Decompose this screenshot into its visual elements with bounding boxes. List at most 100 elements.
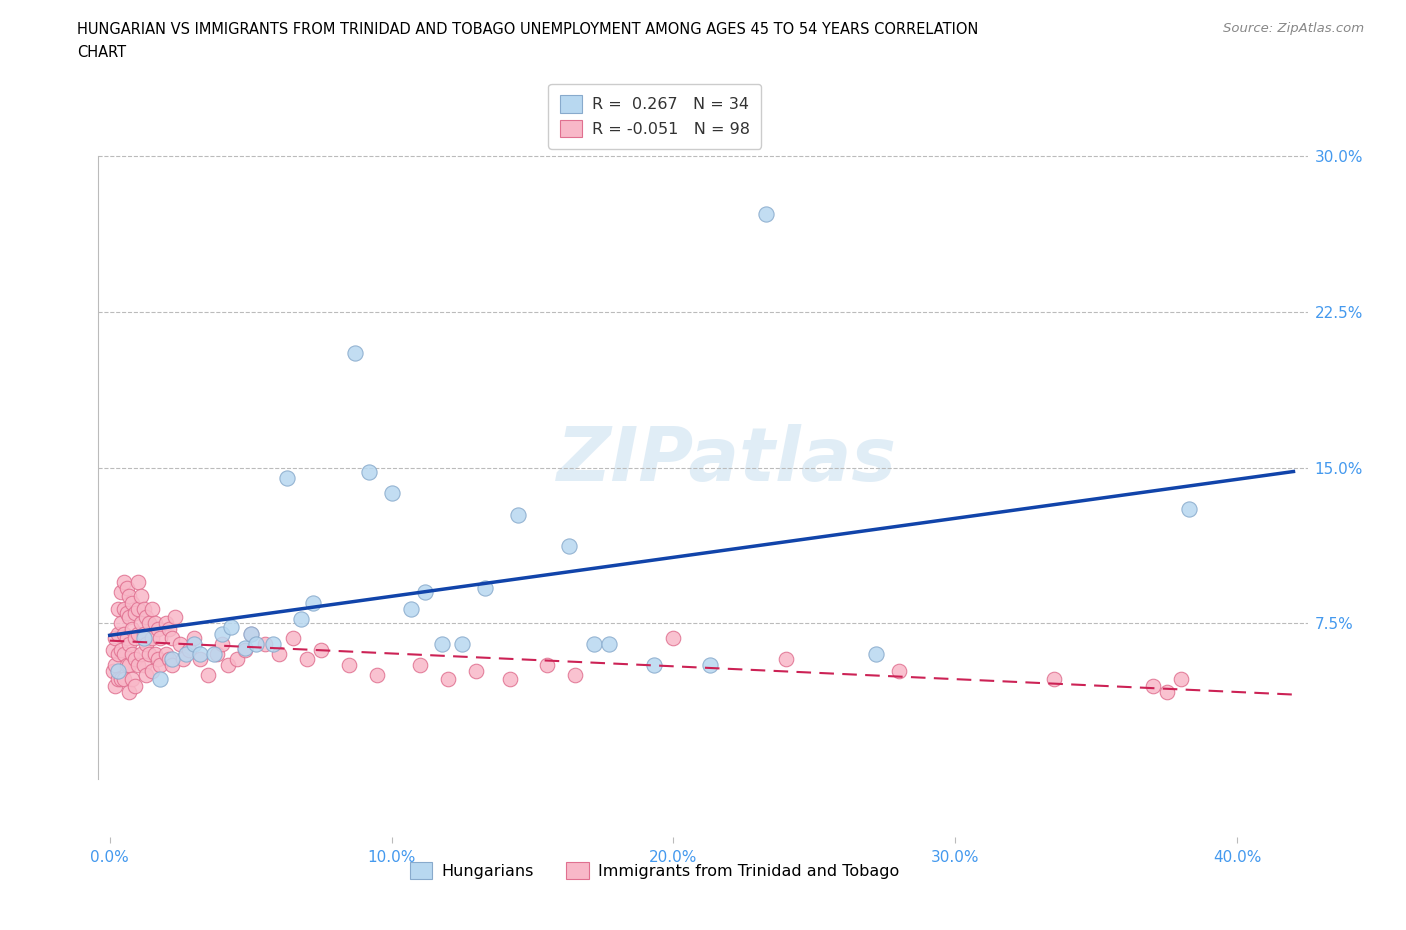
Point [149, 671, 172, 686]
Point [132, 658, 155, 672]
Point [366, 668, 388, 683]
Point [155, 616, 177, 631]
Point [536, 658, 558, 672]
Point [177, 643, 200, 658]
Point [699, 658, 721, 672]
Point [101, 643, 124, 658]
Point [202, 647, 225, 662]
Point [127, 602, 149, 617]
Point [138, 647, 160, 662]
Point [174, 647, 197, 662]
Point [112, 575, 135, 590]
Point [107, 602, 129, 617]
Point [357, 464, 380, 479]
Point [239, 626, 262, 641]
Point [276, 471, 298, 485]
Point [197, 668, 219, 683]
Point [129, 616, 152, 631]
Point [1170, 671, 1192, 686]
Point [437, 671, 460, 686]
Point [143, 647, 166, 662]
Legend: Hungarians, Immigrants from Trinidad and Tobago: Hungarians, Immigrants from Trinidad and… [404, 856, 905, 885]
Point [112, 626, 135, 641]
Point [157, 651, 180, 666]
Point [127, 626, 149, 641]
Point [169, 636, 191, 651]
Point [118, 684, 141, 699]
Point [508, 508, 530, 523]
Point [188, 651, 211, 666]
Point [115, 605, 138, 620]
Point [107, 671, 129, 686]
Point [107, 647, 129, 662]
Point [432, 636, 454, 651]
Point [127, 575, 149, 590]
Point [121, 595, 143, 610]
Point [211, 636, 233, 651]
Point [143, 616, 166, 631]
Point [219, 620, 242, 635]
Point [124, 631, 146, 645]
Point [474, 580, 496, 595]
Point [132, 626, 155, 641]
Point [160, 631, 183, 645]
Point [124, 651, 146, 666]
Point [755, 207, 778, 222]
Point [465, 663, 488, 678]
Point [115, 631, 138, 645]
Point [107, 626, 129, 641]
Point [149, 631, 172, 645]
Point [107, 663, 129, 678]
Point [141, 663, 163, 678]
Point [499, 671, 522, 686]
Point [129, 647, 152, 662]
Point [127, 658, 149, 672]
Point [337, 658, 360, 672]
Point [115, 580, 138, 595]
Point [112, 671, 135, 686]
Point [865, 647, 887, 662]
Point [662, 631, 685, 645]
Text: Source: ZipAtlas.com: Source: ZipAtlas.com [1223, 22, 1364, 35]
Point [233, 643, 256, 658]
Point [380, 485, 402, 500]
Point [233, 641, 256, 656]
Point [775, 651, 797, 666]
Point [1043, 671, 1066, 686]
Point [110, 616, 132, 631]
Point [295, 651, 318, 666]
Point [160, 658, 183, 672]
Point [118, 589, 141, 604]
Point [451, 636, 474, 651]
Point [217, 658, 239, 672]
Point [112, 602, 135, 617]
Point [245, 636, 267, 651]
Point [124, 678, 146, 693]
Point [290, 612, 312, 627]
Point [110, 585, 132, 600]
Point [118, 658, 141, 672]
Point [157, 622, 180, 637]
Point [583, 636, 606, 651]
Point [118, 609, 141, 624]
Point [121, 622, 143, 637]
Point [132, 631, 155, 645]
Point [309, 643, 332, 658]
Text: ZIPatlas: ZIPatlas [557, 424, 897, 497]
Point [124, 605, 146, 620]
Point [146, 622, 169, 637]
Point [163, 609, 186, 624]
Point [267, 647, 290, 662]
Point [121, 671, 143, 686]
Point [558, 539, 581, 554]
Point [149, 658, 172, 672]
Point [141, 602, 163, 617]
Point [887, 663, 910, 678]
Point [146, 651, 169, 666]
Point [110, 643, 132, 658]
Point [110, 671, 132, 686]
Point [1178, 501, 1201, 516]
Point [205, 647, 228, 662]
Point [160, 651, 183, 666]
Point [132, 602, 155, 617]
